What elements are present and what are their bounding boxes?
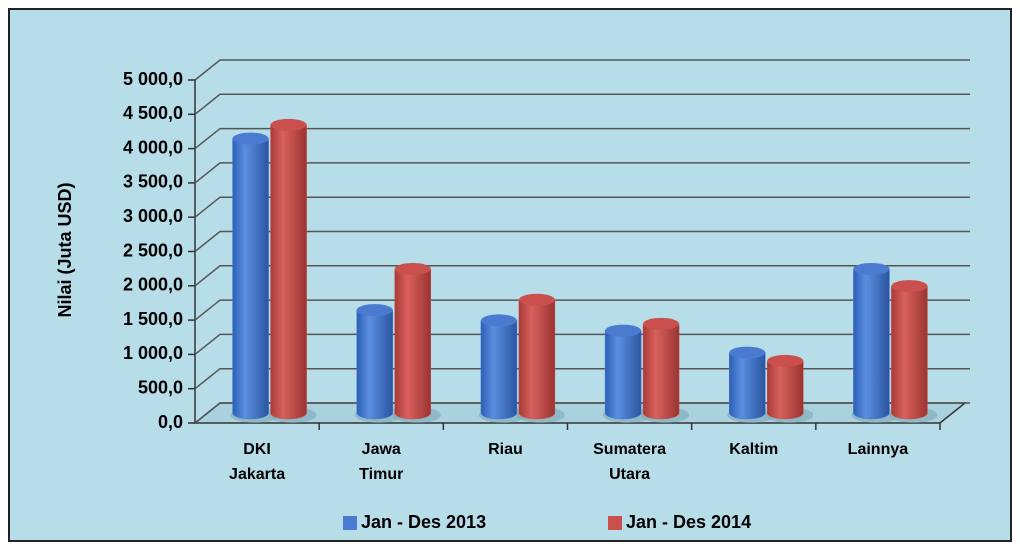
- bar: [604, 324, 642, 420]
- bar: [729, 346, 766, 420]
- legend-swatch: [608, 516, 622, 530]
- bar-body: [767, 360, 804, 420]
- bar-body: [270, 124, 307, 420]
- grid-line: [194, 333, 970, 355]
- bar-top: [729, 346, 766, 359]
- legend-label: Jan - Des 2013: [361, 512, 486, 532]
- x-tick-label: Lainnya: [847, 441, 909, 458]
- x-tick-label: Jawa Timur: [359, 441, 404, 483]
- x-tick-label: Kaltim: [729, 441, 779, 458]
- x-tick-label: DKI Jakarta: [229, 441, 286, 483]
- grid-line: [194, 196, 970, 218]
- bar-body: [394, 268, 431, 420]
- y-tick-label: 3 500,0: [123, 172, 183, 192]
- grid-line: [194, 299, 970, 321]
- bar-body: [480, 320, 518, 420]
- bar-top: [891, 280, 928, 293]
- x-tick-label: Riau: [488, 441, 523, 458]
- grid-line: [194, 59, 970, 81]
- bar-top: [605, 324, 642, 337]
- bar: [270, 118, 307, 420]
- bar: [480, 314, 518, 420]
- bar-body: [232, 138, 269, 420]
- bar-top: [270, 118, 307, 131]
- y-tick-label: 2 500,0: [123, 240, 183, 260]
- chart-area: [8, 8, 1012, 542]
- bar-top: [518, 293, 555, 306]
- bar-top: [853, 262, 890, 275]
- grid-line: [194, 265, 970, 287]
- bar: [394, 262, 431, 420]
- legend-swatch: [343, 516, 357, 530]
- bar-top: [394, 262, 431, 275]
- bar-body: [853, 268, 890, 420]
- bar: [853, 262, 890, 420]
- bar: [356, 304, 393, 420]
- y-tick-label: 500,0: [138, 377, 183, 397]
- y-tick-label: 3 000,0: [123, 206, 183, 226]
- bar-top: [232, 132, 269, 145]
- bar-top: [356, 304, 393, 317]
- bar-body: [642, 323, 680, 420]
- bar-top: [767, 354, 804, 367]
- bar-top: [480, 314, 517, 327]
- bar-body: [356, 309, 393, 420]
- grid-line: [194, 402, 970, 424]
- bar: [767, 354, 804, 420]
- y-tick-label: 4 500,0: [123, 103, 183, 123]
- bar: [642, 317, 680, 420]
- grid-line: [194, 230, 970, 253]
- y-tick-label: 4 000,0: [123, 137, 183, 157]
- bar-body: [518, 299, 556, 420]
- y-tick-label: 1 000,0: [123, 343, 183, 363]
- y-tick-label: 0,0: [158, 412, 183, 432]
- grid-line: [194, 367, 970, 390]
- y-axis-label: Nilai (Juta USD): [55, 182, 75, 317]
- bar: [232, 132, 269, 420]
- bar: [891, 280, 928, 420]
- grid-line: [194, 127, 970, 150]
- bar: [518, 293, 556, 420]
- y-tick-label: 2 000,0: [123, 275, 183, 295]
- y-tick-label: 1 500,0: [123, 309, 183, 329]
- grid-line: [194, 162, 970, 184]
- grid-line: [194, 93, 970, 115]
- y-tick-label: 5 000,0: [123, 69, 183, 89]
- bar-body: [891, 285, 928, 420]
- legend-label: Jan - Des 2014: [626, 512, 751, 532]
- x-tick-label: Sumatera Utara: [593, 441, 667, 483]
- bar-body: [604, 330, 642, 420]
- bar-top: [643, 317, 680, 330]
- bar-body: [729, 352, 766, 420]
